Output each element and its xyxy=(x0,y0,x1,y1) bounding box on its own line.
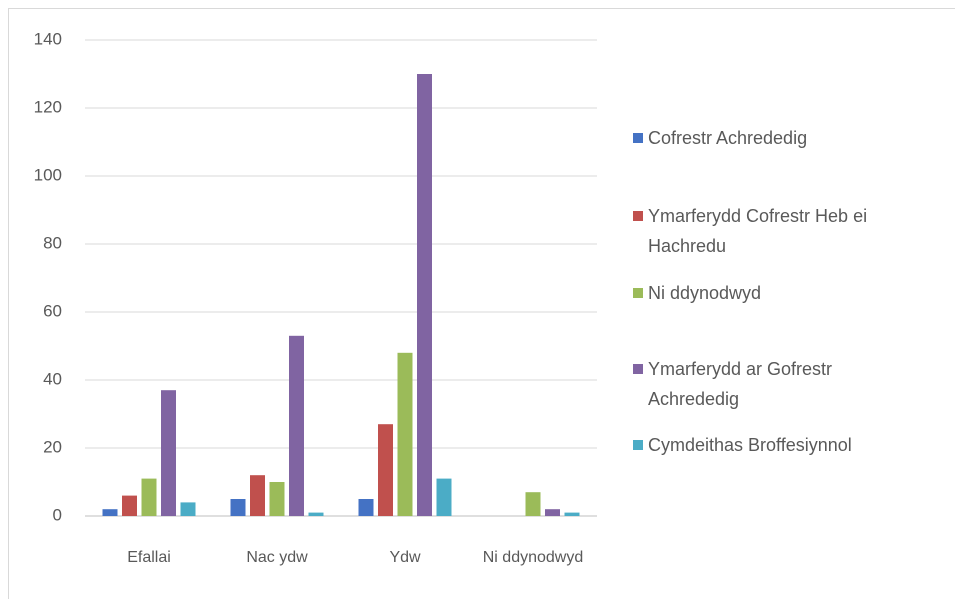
bar xyxy=(436,478,452,516)
legend-item: Ymarferydd ar Gofrestr Achrededig xyxy=(633,354,923,414)
legend-item: Cofrestr Achrededig xyxy=(633,123,923,153)
legend-label: Cymdeithas Broffesiynnol xyxy=(648,435,852,455)
bar xyxy=(545,509,560,516)
bar xyxy=(564,512,580,516)
bar xyxy=(161,390,176,516)
bar xyxy=(308,512,324,516)
x-tick-label: Ydw xyxy=(389,549,421,566)
x-tick-label: Ni ddynodwyd xyxy=(482,549,584,566)
legend-item: Cymdeithas Broffesiynnol xyxy=(633,430,923,460)
bar xyxy=(180,502,196,516)
legend-label: Cofrestr Achrededig xyxy=(648,128,808,148)
legend-label: Ymarferydd Cofrestr Heb ei Hachredu xyxy=(648,206,868,256)
y-tick-label: 140 xyxy=(34,29,62,48)
legend-item: Ni ddynodwyd xyxy=(633,278,923,308)
bar xyxy=(397,352,413,516)
bar xyxy=(141,478,157,516)
y-tick-label: 40 xyxy=(43,369,62,388)
legend-swatch xyxy=(633,364,643,374)
x-tick-label: Nac ydw xyxy=(246,549,308,566)
bar xyxy=(358,499,374,516)
y-tick-label: 0 xyxy=(53,505,62,524)
legend-swatch xyxy=(633,211,643,221)
bar xyxy=(250,475,265,516)
legend-swatch xyxy=(633,288,643,298)
bar xyxy=(230,499,246,516)
bar xyxy=(269,482,285,516)
legend-item: Ymarferydd Cofrestr Heb ei Hachredu xyxy=(633,201,923,261)
y-tick-label: 80 xyxy=(43,233,62,252)
y-tick-label: 120 xyxy=(34,97,62,116)
y-tick-label: 100 xyxy=(34,165,62,184)
y-tick-label: 60 xyxy=(43,301,62,320)
bar xyxy=(525,492,541,516)
y-tick-label: 20 xyxy=(43,437,62,456)
x-tick-label: Efallai xyxy=(127,549,171,566)
legend-label: Ymarferydd ar Gofrestr Achrededig xyxy=(648,359,833,409)
bar xyxy=(289,335,304,516)
legend-label: Ni ddynodwyd xyxy=(648,283,762,303)
bar xyxy=(417,74,432,516)
legend-swatch xyxy=(633,133,643,143)
chart-border xyxy=(8,8,955,599)
legend-swatch xyxy=(633,440,643,450)
bar xyxy=(102,509,118,516)
bar xyxy=(122,495,137,516)
bar xyxy=(378,424,393,516)
